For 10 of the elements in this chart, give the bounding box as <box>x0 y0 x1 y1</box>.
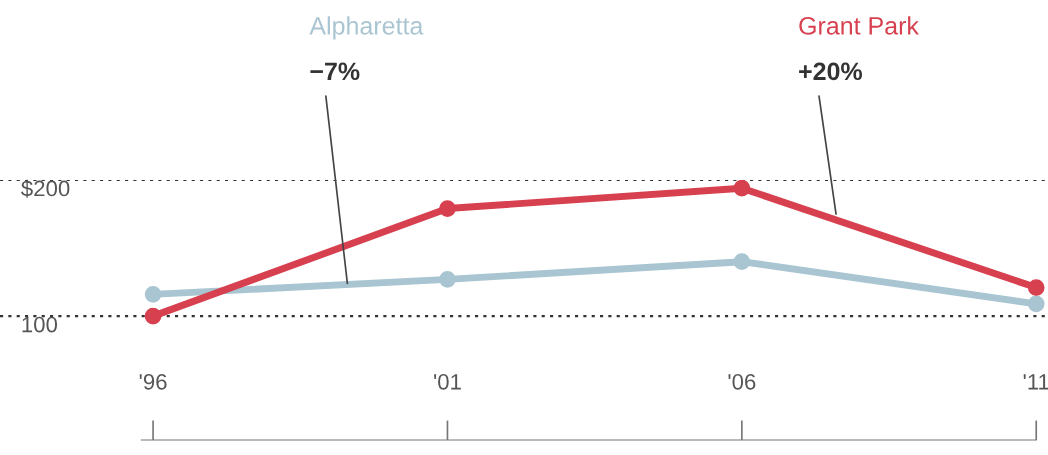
annotation: −7% <box>310 62 360 81</box>
x-tick-label: '96 <box>139 373 167 390</box>
y-tick-label: 100 <box>22 316 58 333</box>
x-tick-label: '01 <box>434 373 461 390</box>
text: Grant Park <box>799 16 919 35</box>
x-tick-label: '11 <box>1023 374 1048 390</box>
y-tick-label: $200 <box>21 179 70 198</box>
annotation: +20% <box>799 62 863 81</box>
text: Alpharetta <box>309 16 424 40</box>
x-tick-label: '06 <box>728 373 756 390</box>
